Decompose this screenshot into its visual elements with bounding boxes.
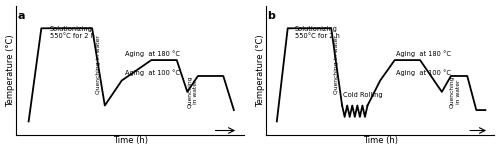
Text: Aging  at 100 °C: Aging at 100 °C	[125, 69, 180, 76]
Text: Quenching
in water: Quenching in water	[187, 76, 198, 108]
Text: Quenching in water: Quenching in water	[96, 35, 101, 94]
Text: Quenching
in water: Quenching in water	[450, 76, 461, 108]
Text: Aging  at 180 °C: Aging at 180 °C	[396, 50, 450, 57]
Text: Quenching in water: Quenching in water	[334, 35, 339, 94]
Text: Solutionizing
550°C for 2 h: Solutionizing 550°C for 2 h	[50, 26, 94, 39]
Text: Cold Rolling: Cold Rolling	[343, 92, 382, 98]
Y-axis label: Temperature (°C): Temperature (°C)	[6, 34, 15, 107]
X-axis label: Time (h): Time (h)	[362, 137, 398, 145]
Text: b: b	[267, 11, 274, 21]
Text: Solutionizing
550°C for 2 h: Solutionizing 550°C for 2 h	[295, 26, 340, 39]
Text: Aging  at 100 °C: Aging at 100 °C	[396, 69, 450, 76]
X-axis label: Time (h): Time (h)	[112, 137, 148, 145]
Y-axis label: Temperature (°C): Temperature (°C)	[256, 34, 264, 107]
Text: a: a	[17, 11, 24, 21]
Text: Aging  at 180 °C: Aging at 180 °C	[125, 50, 180, 57]
